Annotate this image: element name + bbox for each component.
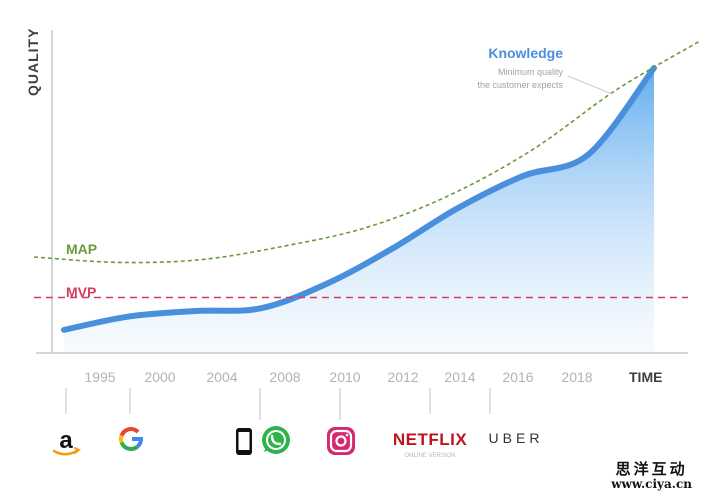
watermark-name: 思洋互动	[615, 460, 688, 478]
x-axis-label: TIME	[629, 369, 662, 385]
x-tick-2016: 2016	[502, 369, 533, 385]
map-label: MAP	[66, 241, 97, 257]
annotation-line2: the customer expects	[477, 80, 563, 90]
annotation-leader	[567, 75, 613, 95]
x-tick-2000: 2000	[144, 369, 175, 385]
knowledge-series-line	[61, 65, 657, 333]
x-tick-2004: 2004	[206, 369, 237, 385]
annotation-title: Knowledge	[488, 45, 563, 61]
x-tick-1995: 1995	[84, 369, 115, 385]
mvp-label: MVP	[66, 284, 96, 300]
x-tick-2012: 2012	[387, 369, 418, 385]
uber-logo-icon: UBER	[489, 430, 544, 446]
annotation-line1: Minimum quality	[498, 67, 564, 77]
svg-text:a: a	[59, 427, 73, 454]
map-series-line	[33, 40, 701, 264]
watermark: 思洋互动 www.ciya.cn	[611, 460, 692, 491]
y-axis-label: QUALITY	[25, 28, 41, 96]
whatsapp-icon	[262, 426, 290, 454]
netflix-logo-icon: NETFLIX ONLINE VERSION	[393, 430, 467, 459]
amazon-logo-icon: a	[52, 427, 81, 456]
netflix-wordmark: NETFLIX	[393, 430, 467, 449]
instagram-icon	[327, 427, 355, 455]
google-logo-icon	[119, 427, 144, 451]
x-tick-2014: 2014	[444, 369, 475, 385]
x-tick-2010: 2010	[329, 369, 360, 385]
x-tick-2018: 2018	[561, 369, 592, 385]
smartphone-icon	[236, 428, 252, 455]
knowledge-area	[64, 68, 654, 352]
netflix-subtitle: ONLINE VERSION	[404, 453, 455, 459]
x-tick-labels: 1995 2000 2004 2008 2010 2012 2014 2016 …	[84, 369, 592, 385]
watermark-url: www.ciya.cn	[611, 476, 692, 491]
x-tick-2008: 2008	[269, 369, 300, 385]
